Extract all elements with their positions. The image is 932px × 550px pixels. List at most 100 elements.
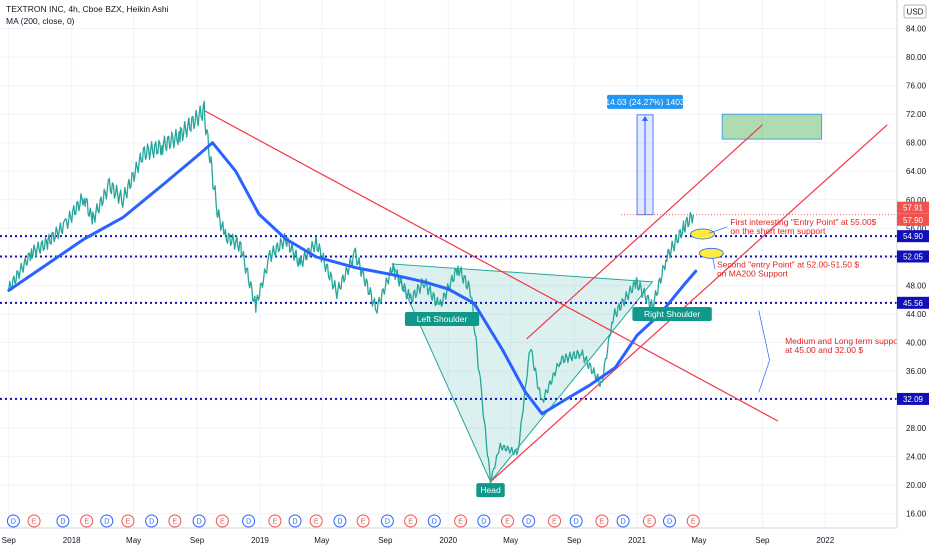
x-tick-label-9: Sep bbox=[567, 536, 582, 545]
y-tick-label-11: 60.00 bbox=[906, 196, 927, 205]
event-label-9: E bbox=[220, 519, 225, 526]
event-marker-15 bbox=[356, 514, 370, 528]
event-label-8: D bbox=[197, 519, 202, 526]
event-label-17: E bbox=[408, 519, 413, 526]
event-marker-14 bbox=[333, 514, 347, 528]
x-axis-bg bbox=[0, 528, 897, 550]
level-tag-label-0: 54.90 bbox=[903, 232, 924, 241]
current-price-tag-1 bbox=[897, 213, 929, 226]
y-axis-bg bbox=[897, 0, 932, 550]
event-marker-12 bbox=[288, 514, 302, 528]
event-marker-0 bbox=[6, 514, 20, 528]
level-tag-label-1: 52.05 bbox=[903, 253, 924, 262]
annotation-2-line-1: at 45.00 and 32.00 $ bbox=[785, 345, 863, 355]
event-marker-26 bbox=[616, 514, 630, 528]
event-marker-5 bbox=[121, 514, 135, 528]
trendlines bbox=[203, 110, 888, 483]
current-price-tag-0 bbox=[897, 201, 929, 214]
level-tag-3 bbox=[897, 392, 929, 405]
event-label-12: D bbox=[293, 519, 298, 526]
x-axis: Sep 2018 May Sep 2019 May Sep 2020 May Sep 2021 May… bbox=[0, 527, 897, 550]
y-tick-label-0: 16.00 bbox=[906, 510, 927, 519]
event-label-29: E bbox=[691, 519, 696, 526]
y-tick-label-12: 64.00 bbox=[906, 167, 927, 176]
y-tick-label-10: 56.00 bbox=[906, 224, 927, 233]
trendline-1 bbox=[490, 124, 888, 483]
event-label-10: D bbox=[246, 519, 251, 526]
entry-ellipse-0 bbox=[690, 228, 715, 240]
trendline-2 bbox=[526, 124, 763, 340]
event-marker-4 bbox=[100, 514, 114, 528]
pattern-label-bg-0 bbox=[404, 311, 480, 326]
y-tick-label-6: 40.00 bbox=[906, 338, 927, 347]
event-marker-21 bbox=[501, 514, 515, 528]
event-marker-20 bbox=[477, 514, 491, 528]
x-tick-label-3: Sep bbox=[190, 536, 205, 545]
level-tag-0 bbox=[897, 230, 929, 243]
y-tick-label-15: 76.00 bbox=[906, 82, 927, 91]
annotations: First interesting "Entry Point" at 55.00… bbox=[708, 217, 904, 393]
event-label-23: E bbox=[552, 519, 557, 526]
measure-label-bg bbox=[607, 94, 684, 109]
event-marker-19 bbox=[454, 514, 468, 528]
event-marker-3 bbox=[80, 514, 94, 528]
series-layer bbox=[7, 100, 698, 485]
ellipses bbox=[690, 228, 724, 259]
y-tick-label-17: 84.00 bbox=[906, 25, 927, 34]
event-label-14: D bbox=[337, 519, 342, 526]
pattern-label-bg-2 bbox=[632, 306, 712, 321]
y-tick-label-5: 36.00 bbox=[906, 367, 927, 376]
event-marker-29 bbox=[686, 514, 700, 528]
annotation-1-line-0: Second "entry Point" at 52.00-51.50 $ bbox=[717, 260, 859, 270]
legend: TEXTRON INC, 4h, Cboe BZX, Heikin Ashi M… bbox=[6, 4, 169, 26]
legend-indicator[interactable]: MA (200, close, 0) bbox=[6, 16, 75, 26]
event-marker-6 bbox=[145, 514, 159, 528]
annotation-1-line-1: on MA200 Support bbox=[717, 269, 789, 279]
event-label-5: E bbox=[126, 519, 131, 526]
pattern-label-0: Left Shoulder bbox=[417, 314, 468, 324]
x-tick-label-7: 2020 bbox=[439, 536, 457, 545]
currency-box bbox=[903, 4, 927, 19]
y-tick-label-3: 28.00 bbox=[906, 424, 927, 433]
leader-arrow-3 bbox=[758, 360, 770, 393]
x-tick-label-10: 2021 bbox=[628, 536, 646, 545]
pattern-labels: Left Shoulder Head Right Shoulder bbox=[404, 306, 712, 498]
y-tick-label-13: 68.00 bbox=[906, 139, 927, 148]
pattern-label-1: Head bbox=[480, 485, 501, 495]
currency-badge[interactable]: USD bbox=[903, 4, 927, 19]
event-marker-24 bbox=[569, 514, 583, 528]
legend-title[interactable]: TEXTRON INC, 4h, Cboe BZX, Heikin Ashi bbox=[6, 4, 169, 14]
leader-arrow-1 bbox=[712, 258, 716, 270]
y-tick-label-1: 20.00 bbox=[906, 481, 927, 490]
event-marker-16 bbox=[380, 514, 394, 528]
event-label-7: E bbox=[173, 519, 178, 526]
leader-arrow-2 bbox=[758, 310, 770, 361]
x-tick-label-13: 2022 bbox=[816, 536, 834, 545]
current-price-label-1: 57.90 bbox=[903, 216, 924, 225]
annotation-0-line-0: First interesting "Entry Point" at 55.00… bbox=[730, 217, 876, 227]
event-marker-10 bbox=[242, 514, 256, 528]
y-tick-label-14: 72.00 bbox=[906, 110, 927, 119]
event-label-0: D bbox=[11, 519, 16, 526]
level-tag-label-2: 45.56 bbox=[903, 299, 924, 308]
measure-arrow-head bbox=[642, 115, 649, 121]
event-marker-13 bbox=[309, 514, 323, 528]
event-marker-17 bbox=[404, 514, 418, 528]
x-tick-label-12: Sep bbox=[755, 536, 770, 545]
event-label-27: E bbox=[647, 519, 652, 526]
event-marker-1 bbox=[27, 514, 41, 528]
event-marker-7 bbox=[168, 514, 182, 528]
leader-arrow-0 bbox=[708, 226, 728, 234]
event-label-2: D bbox=[60, 519, 65, 526]
event-label-6: D bbox=[149, 519, 154, 526]
event-marker-9 bbox=[215, 514, 229, 528]
x-tick-label-2: May bbox=[126, 536, 141, 545]
event-marker-23 bbox=[547, 514, 561, 528]
event-label-4: D bbox=[104, 519, 109, 526]
event-label-20: D bbox=[481, 519, 486, 526]
x-tick-label-5: May bbox=[314, 536, 329, 545]
event-label-1: E bbox=[32, 519, 37, 526]
